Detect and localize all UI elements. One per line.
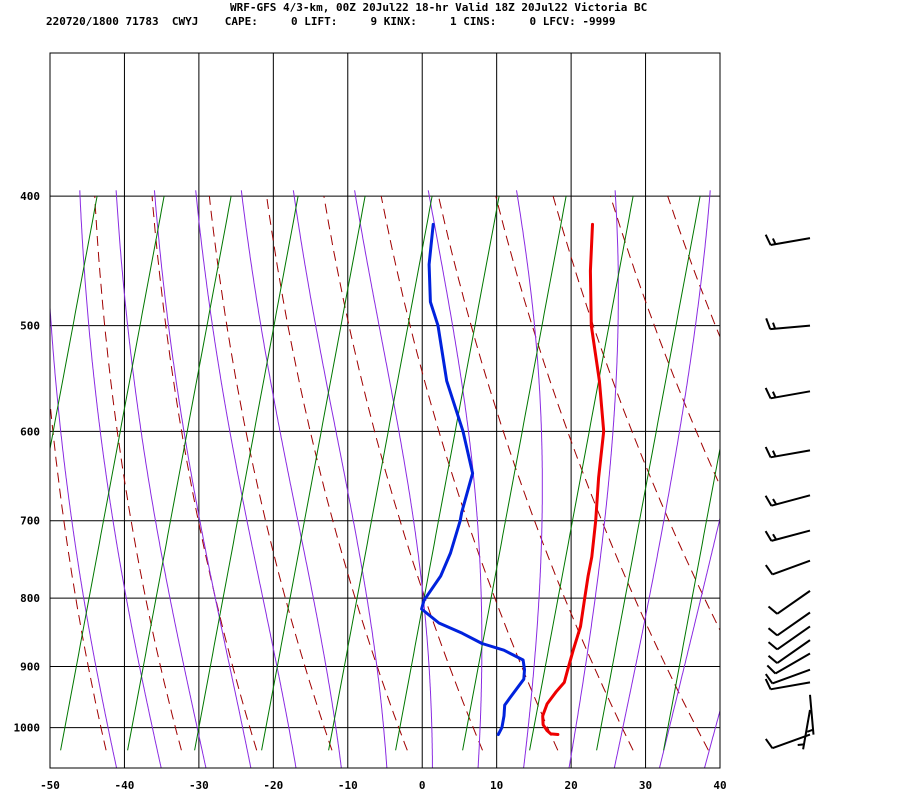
wind-barb [764,529,811,542]
pressure-tick-labels: 400 500 600 700 800 900 1000 [14,190,41,734]
wind-barb [765,318,811,331]
moist-adiabat [195,190,297,768]
mixing-ratio-line [50,196,98,452]
mixing-ratio-line [462,196,567,751]
dry-adiabat [208,196,333,751]
mixing-ratio-line [395,196,500,751]
dry-adiabat [609,196,720,487]
wind-barb [764,446,811,459]
dry-adiabat [438,196,634,751]
dry-adiabat [94,196,182,751]
temperature-tick-label: -20 [263,779,283,792]
moist-adiabat [658,516,720,768]
moist-adiabat [292,190,388,768]
temperature-tick-label: 30 [639,779,652,792]
temperature-tick-label: -30 [189,779,209,792]
pressure-tick-label: 1000 [14,722,41,735]
moist-adiabat [703,708,720,768]
dry-adiabat [266,196,408,751]
temperature-tick-label: -40 [115,779,135,792]
wind-barb [764,559,811,576]
wind-barbs [764,234,815,750]
wind-barb [767,611,811,637]
chart-title: WRF-GFS 4/3-km, 00Z 20Jul22 18-hr Valid … [230,1,648,14]
temperature-tick-label: 40 [713,779,726,792]
moist-adiabat [115,190,207,768]
moist-adiabat [427,190,483,768]
pressure-tick-label: 600 [20,425,40,438]
temperature-tick-label: -10 [338,779,358,792]
wind-barb [764,494,811,507]
moist-adiabat [568,190,619,768]
moist-adiabat [240,190,342,768]
wind-barb [767,625,811,651]
mixing-ratio-line [194,196,299,751]
wind-barb [764,733,811,750]
wind-barb [766,652,811,675]
wind-barb [767,590,811,615]
temperature-tick-labels: -50 -40 -30 -20 -10 0 10 20 30 40 [40,779,727,792]
moist-adiabat [79,190,162,768]
moist-adiabat [354,190,433,768]
dry-adiabat [667,196,720,339]
dry-adiabat [840,196,900,750]
station-stats-line: 220720/1800 71783 CWYJ CAPE: 0 LIFT: 9 K… [46,15,616,28]
dry-adiabat [782,196,900,750]
dry-adiabat [380,196,559,751]
pressure-tick-label: 700 [20,515,40,528]
mixing-ratio-line [127,196,232,751]
mixing-ratio-line [663,445,720,751]
moist-adiabat [153,190,252,768]
mixing-ratio-line [328,196,433,751]
wind-barb [764,668,811,685]
pressure-tick-label: 800 [20,592,40,605]
mixing-ratio-line [596,196,701,751]
moist-adiabat [516,190,543,768]
pressure-tick-label: 900 [20,660,40,673]
temperature-tick-label: -50 [40,779,60,792]
mixing-ratio-line [529,196,634,751]
wind-barb [806,694,815,735]
wind-barb [764,678,811,691]
temperature-tick-label: 10 [490,779,503,792]
pressure-tick-label: 400 [20,190,40,203]
wind-barb [764,234,811,246]
sounding-traces [420,222,606,736]
isobar-isotherm-grid [49,53,721,768]
wind-barb [767,639,811,664]
moist-adiabat [50,299,118,768]
moist-adiabat [613,190,711,768]
mixing-ratio-line [261,196,366,751]
plot-frame [49,52,721,769]
mixing-ratio-line [60,196,165,751]
temperature-trace [541,222,606,736]
wind-barb [764,387,811,400]
pressure-tick-label: 500 [20,320,40,333]
dry-adiabat [151,196,258,751]
dewpoint-trace [420,222,526,736]
dry-adiabat [495,196,709,751]
dry-adiabat [725,196,900,750]
thermodynamic-background [50,190,900,768]
dry-adiabat [552,196,720,632]
dry-adiabat [323,196,483,751]
wind-barb [797,709,811,750]
temperature-tick-label: 0 [419,779,426,792]
temperature-tick-label: 20 [564,779,577,792]
chart-header: WRF-GFS 4/3-km, 00Z 20Jul22 18-hr Valid … [0,0,900,30]
dry-adiabat [50,396,107,751]
